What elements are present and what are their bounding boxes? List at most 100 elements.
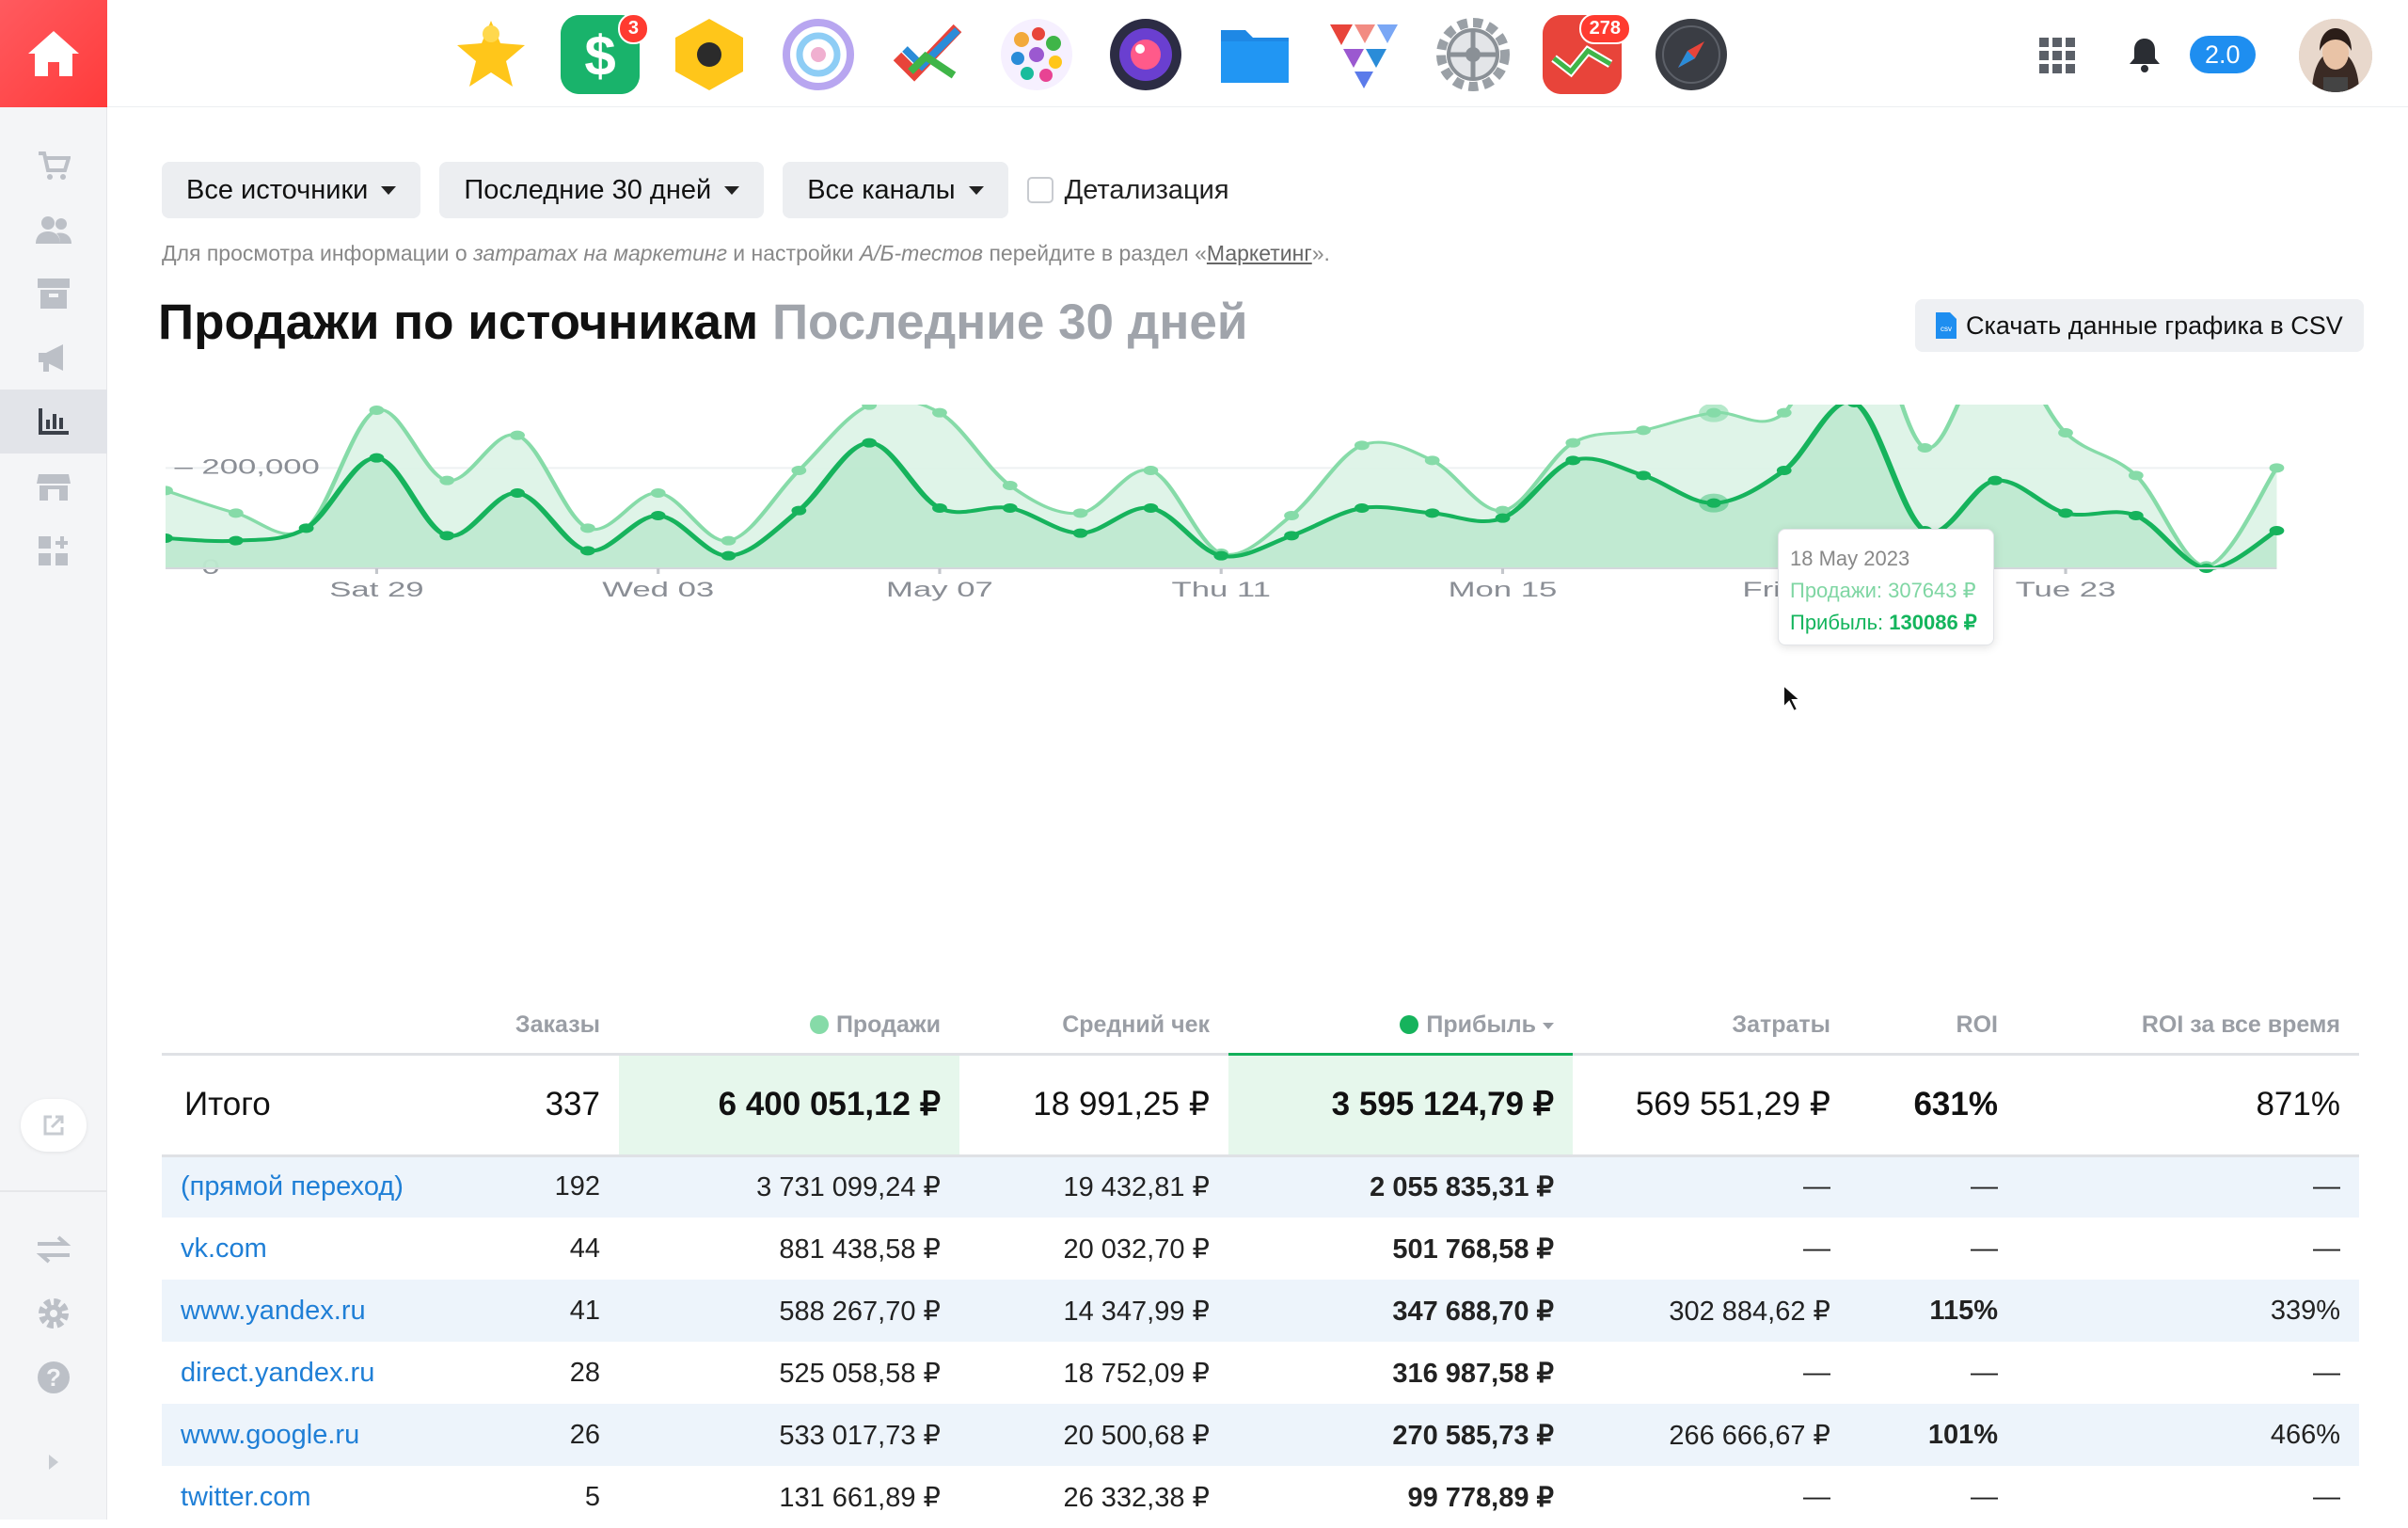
sidebar-item-storefront[interactable] bbox=[0, 455, 107, 519]
table-row[interactable]: direct.yandex.ru 28 525 058,58 ₽ 18 752,09 … bbox=[162, 1342, 2359, 1404]
header-costs[interactable]: Затраты bbox=[1573, 997, 1849, 1056]
source-link[interactable]: www.google.ru bbox=[162, 1404, 444, 1466]
page-title: Продажи по источникам Последние 30 дней bbox=[158, 294, 1247, 351]
avatar[interactable] bbox=[2299, 19, 2372, 92]
roi-cell: — bbox=[1971, 1233, 1998, 1264]
detail-checkbox[interactable]: Детализация bbox=[1026, 175, 1229, 206]
notifications-button[interactable] bbox=[2128, 36, 2162, 78]
source-link[interactable]: www.yandex.ru bbox=[162, 1280, 444, 1342]
apps-grid-button[interactable] bbox=[2039, 38, 2075, 78]
app-gear[interactable] bbox=[1434, 15, 1513, 94]
data-point-profit bbox=[298, 523, 314, 533]
profit-cell: 316 987,58 ₽ bbox=[1392, 1358, 1554, 1389]
header-roi-all[interactable]: ROI за все время bbox=[2017, 997, 2359, 1056]
data-point-sales bbox=[2058, 428, 2073, 438]
sources-dropdown[interactable]: Все источники bbox=[162, 162, 421, 218]
app-hex-camera[interactable] bbox=[670, 15, 749, 94]
sidebar-item-help[interactable]: ? bbox=[0, 1345, 107, 1409]
sidebar-item-products[interactable] bbox=[0, 262, 107, 326]
app-lens[interactable] bbox=[1106, 15, 1185, 94]
app-dollar[interactable]: $ 3 bbox=[561, 13, 649, 94]
sidebar: ? bbox=[0, 0, 107, 1520]
info-text-italic: затратах на маркетинг bbox=[473, 241, 727, 265]
svg-text:?: ? bbox=[46, 1363, 61, 1392]
profit-cell: 270 585,73 ₽ bbox=[1228, 1404, 1573, 1466]
header-avg[interactable]: Средний чек bbox=[959, 997, 1228, 1056]
series-area-profit bbox=[166, 405, 2277, 569]
caret-down-icon bbox=[381, 185, 397, 195]
data-point-profit bbox=[1495, 513, 1511, 523]
table-row[interactable]: (прямой переход) 192 3 731 099,24 ₽19 432,… bbox=[162, 1155, 2359, 1218]
home-button[interactable] bbox=[0, 0, 107, 107]
data-point-profit bbox=[369, 453, 385, 463]
open-storefront-button[interactable] bbox=[21, 1099, 87, 1152]
table-row[interactable]: www.yandex.ru 41 588 267,70 ₽14 347,99 ₽34… bbox=[162, 1280, 2359, 1342]
checkmark-app-icon bbox=[893, 24, 962, 82]
header-orders[interactable]: Заказы bbox=[444, 997, 619, 1056]
source-link[interactable]: (прямой переход) bbox=[162, 1155, 444, 1218]
app-spiral[interactable] bbox=[779, 15, 858, 94]
x-tick-label: Thu 11 bbox=[1171, 579, 1270, 601]
info-text-part: Для просмотра информации о bbox=[162, 241, 474, 265]
x-tick-label: Tue 23 bbox=[2016, 579, 2116, 601]
data-point-profit bbox=[1776, 466, 1792, 475]
table-row[interactable]: twitter.com 5 131 661,89 ₽ 26 332,38 ₽ 99 77… bbox=[162, 1466, 2359, 1528]
data-point-sales bbox=[579, 523, 595, 533]
header-roi[interactable]: ROI bbox=[1849, 997, 2017, 1056]
app-folder[interactable] bbox=[1215, 15, 1294, 94]
data-point-sales bbox=[1495, 505, 1511, 516]
data-point-sales bbox=[1002, 481, 1018, 490]
app-checkmark[interactable] bbox=[888, 15, 967, 94]
sales-cell: 3 731 099,24 ₽ bbox=[619, 1155, 959, 1218]
data-point-profit bbox=[1143, 503, 1159, 513]
orders-cell: 41 bbox=[444, 1280, 619, 1342]
folder-app-icon bbox=[1221, 30, 1289, 83]
sidebar-item-customers[interactable] bbox=[0, 198, 107, 262]
sidebar-item-settings[interactable] bbox=[0, 1281, 107, 1345]
app-chart[interactable]: 278 bbox=[1543, 13, 1631, 94]
app-mosaic[interactable] bbox=[997, 15, 1076, 94]
data-point-sales bbox=[1565, 438, 1581, 448]
sidebar-item-orders[interactable] bbox=[0, 134, 107, 198]
sidebar-item-sync[interactable] bbox=[0, 1218, 107, 1281]
header-source bbox=[162, 997, 444, 1056]
app-star[interactable] bbox=[452, 15, 531, 94]
marketing-link[interactable]: Маркетинг bbox=[1206, 241, 1312, 265]
app-compass[interactable] bbox=[1652, 15, 1731, 94]
channels-dropdown[interactable]: Все каналы bbox=[783, 162, 1008, 218]
sidebar-expand-button[interactable] bbox=[0, 1430, 107, 1494]
source-link[interactable]: vk.com bbox=[181, 1233, 267, 1264]
home-icon bbox=[28, 31, 79, 76]
download-csv-button[interactable]: csv Скачать данные графика в CSV bbox=[1915, 299, 2364, 352]
source-link[interactable]: twitter.com bbox=[181, 1481, 311, 1512]
header-profit[interactable]: Прибыль bbox=[1228, 997, 1573, 1056]
hover-marker-sales bbox=[1699, 405, 1729, 422]
sidebar-item-marketing[interactable] bbox=[0, 326, 107, 390]
table-row[interactable]: www.google.ru 26 533 017,73 ₽20 500,68 ₽27… bbox=[162, 1404, 2359, 1466]
data-point-sales bbox=[1284, 511, 1299, 520]
data-point-sales bbox=[862, 405, 878, 410]
data-point-profit bbox=[166, 533, 173, 543]
sidebar-item-reports[interactable] bbox=[0, 390, 107, 454]
period-dropdown[interactable]: Последние 30 дней bbox=[439, 162, 765, 218]
tooltip-profit-label: Прибыль: bbox=[1790, 611, 1890, 634]
data-point-sales bbox=[1776, 407, 1792, 418]
store-icon bbox=[37, 474, 71, 501]
data-point-sales bbox=[1636, 425, 1652, 436]
app-triangles[interactable] bbox=[1324, 15, 1403, 94]
header-profit-label: Прибыль bbox=[1426, 1011, 1537, 1038]
costs-cell: — bbox=[1803, 1233, 1830, 1264]
data-point-sales bbox=[1143, 466, 1159, 475]
version-badge[interactable]: 2.0 bbox=[2190, 36, 2256, 73]
checkbox-box[interactable] bbox=[1026, 177, 1054, 203]
sidebar-item-apps[interactable] bbox=[0, 519, 107, 583]
profit-legend-dot bbox=[1400, 1014, 1419, 1034]
gear-app-icon bbox=[1436, 18, 1510, 91]
source-link[interactable]: direct.yandex.ru bbox=[181, 1357, 375, 1388]
roi-all-cell: — bbox=[2313, 1357, 2340, 1388]
tooltip-date: 18 May 2023 bbox=[1790, 547, 1910, 570]
header-sales[interactable]: Продажи bbox=[619, 997, 959, 1056]
table-row[interactable]: vk.com 44 881 438,58 ₽ 20 032,70 ₽ 501 768,5… bbox=[162, 1218, 2359, 1280]
users-icon bbox=[36, 216, 71, 244]
